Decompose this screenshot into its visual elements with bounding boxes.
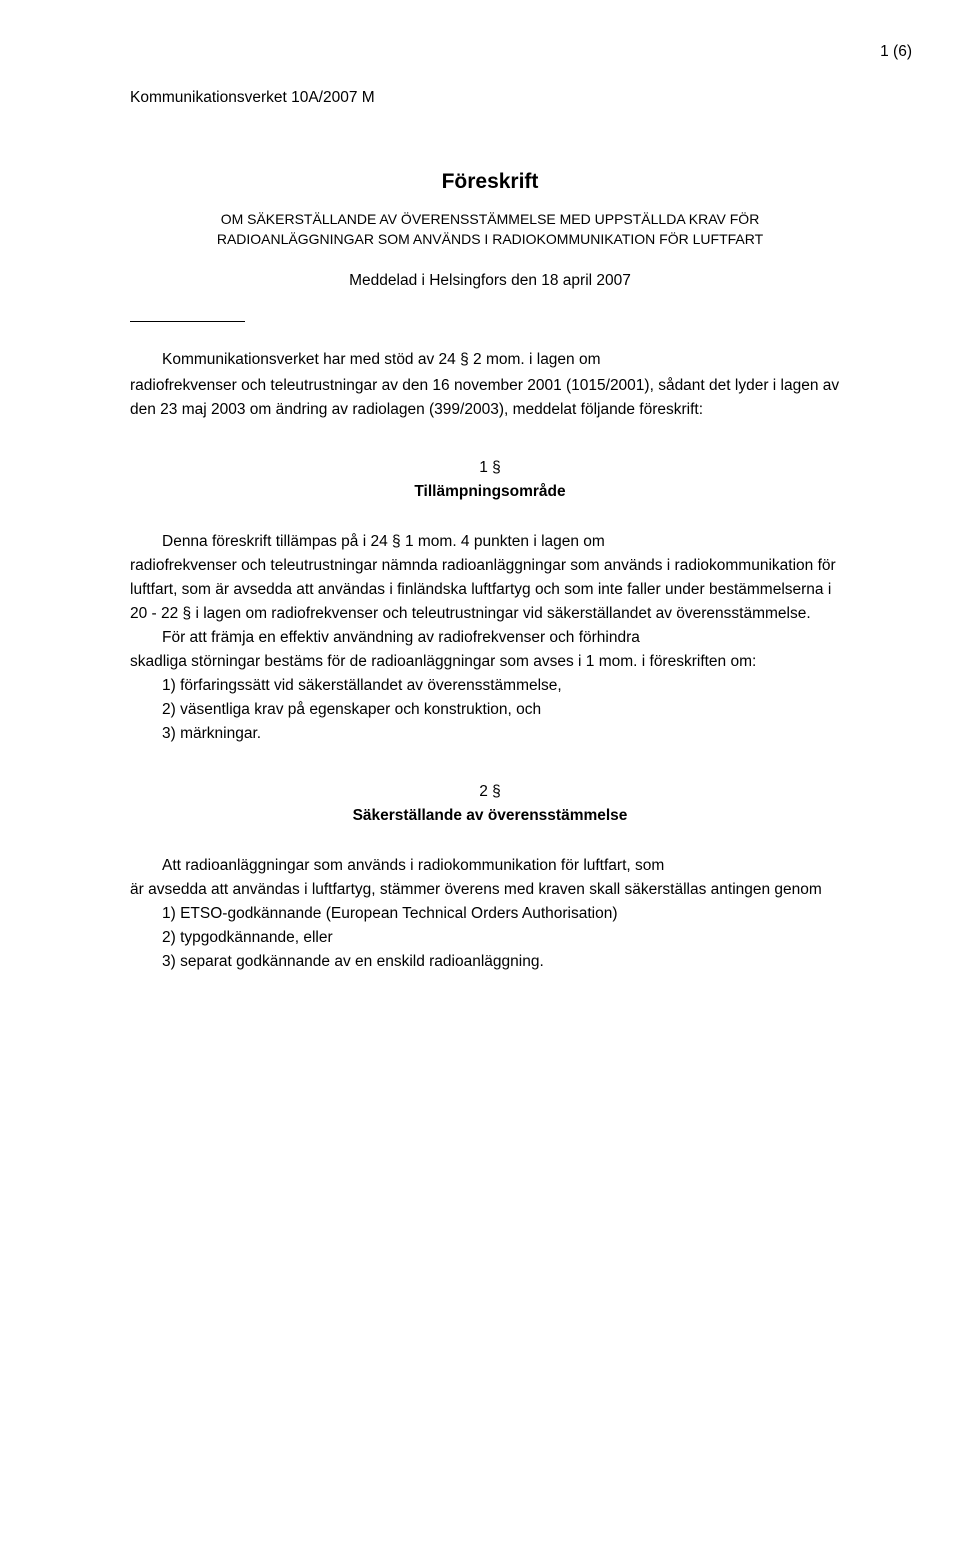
section-1-number: 1 §	[130, 456, 850, 480]
section-1-title: Tillämpningsområde	[130, 480, 850, 504]
issued-line: Meddelad i Helsingfors den 18 april 2007	[130, 269, 850, 293]
document-main-title: Föreskrift	[130, 166, 850, 199]
section-1-para-2-rest: skadliga störningar bestäms för de radio…	[130, 650, 850, 674]
section-1-item-2: 2) väsentliga krav på egenskaper och kon…	[130, 698, 850, 722]
section-1-para-1-first: Denna föreskrift tillämpas på i 24 § 1 m…	[130, 530, 850, 554]
section-2-item-3: 3) separat godkännande av en enskild rad…	[130, 950, 850, 974]
agency-line: Kommunikationsverket 10A/2007 M	[130, 86, 850, 110]
section-2-item-1: 1) ETSO-godkännande (European Technical …	[130, 902, 850, 926]
document-page: 1 (6) Kommunikationsverket 10A/2007 M Fö…	[0, 0, 960, 1545]
section-1-item-1: 1) förfaringssätt vid säkerställandet av…	[130, 674, 850, 698]
section-2-title: Säkerställande av överensstämmelse	[130, 804, 850, 828]
document-subtitle: OM SÄKERSTÄLLANDE AV ÖVERENSSTÄMMELSE ME…	[160, 209, 820, 250]
section-2-number: 2 §	[130, 780, 850, 804]
section-1-para-2-first: För att främja en effektiv användning av…	[130, 626, 850, 650]
signature-rule	[130, 321, 245, 322]
preamble-continuation: radiofrekvenser och teleutrustningar av …	[130, 374, 850, 422]
section-2-para-1-rest: är avsedda att användas i luftfartyg, st…	[130, 878, 850, 902]
section-1-item-3: 3) märkningar.	[130, 722, 850, 746]
preamble-first-line: Kommunikationsverket har med stöd av 24 …	[130, 348, 850, 372]
section-1-para-1-rest: radiofrekvenser och teleutrustningar näm…	[130, 554, 850, 626]
section-2-para-1-first: Att radioanläggningar som används i radi…	[130, 854, 850, 878]
section-2-item-2: 2) typgodkännande, eller	[130, 926, 850, 950]
page-number: 1 (6)	[880, 40, 912, 64]
